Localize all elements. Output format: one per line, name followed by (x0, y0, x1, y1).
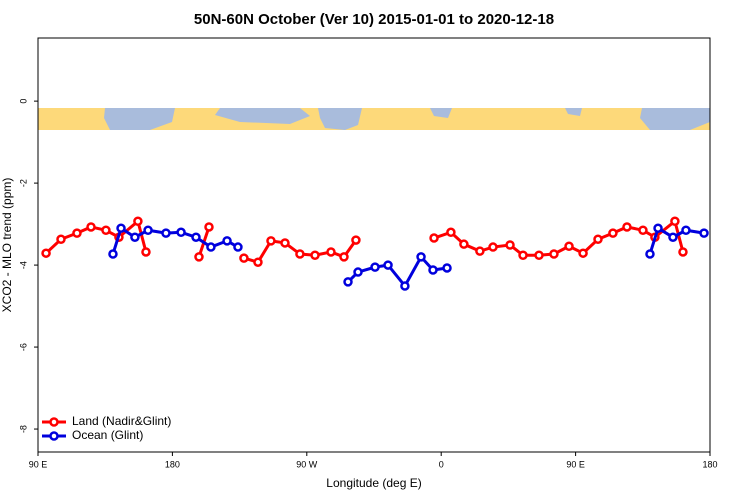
x-tick-label: 0 (439, 459, 444, 469)
data-point (130, 232, 140, 242)
data-point (564, 241, 574, 251)
data-point (429, 233, 439, 243)
data-point (653, 223, 663, 233)
data-point (668, 232, 678, 242)
data-point (353, 267, 363, 277)
data-point (56, 234, 66, 245)
x-tick-label: 180 (165, 459, 180, 469)
x-tick-label: 180 (702, 459, 717, 469)
data-point (239, 253, 249, 263)
data-point (578, 248, 588, 258)
data-point (505, 240, 515, 250)
x-tick-label: 90 W (296, 459, 318, 469)
data-point (41, 248, 51, 258)
data-point (206, 242, 216, 252)
data-point (101, 225, 111, 235)
x-tick-label: 90 E (29, 459, 48, 469)
data-point (446, 227, 456, 238)
data-point (442, 263, 452, 273)
data-point (459, 239, 469, 249)
data-point (670, 216, 680, 226)
data-point (143, 225, 153, 235)
data-point (339, 252, 349, 262)
y-tick-label: -8 (18, 425, 28, 433)
data-point (383, 260, 393, 270)
y-tick-label: 0 (18, 99, 28, 104)
data-point (400, 281, 410, 291)
data-point (681, 225, 691, 235)
data-point (638, 225, 648, 235)
legend-marker (49, 417, 59, 427)
legend-text: Ocean (Glint) (72, 428, 143, 442)
data-point (253, 257, 263, 267)
series-line (45, 218, 685, 264)
data-point (608, 228, 618, 238)
data-point (518, 250, 528, 260)
data-point (204, 222, 214, 232)
data-point (678, 247, 688, 257)
x-axis-label: Longitude (deg E) (326, 476, 421, 490)
data-point (428, 265, 438, 275)
chart-title: 50N-60N October (Ver 10) 2015-01-01 to 2… (194, 11, 554, 28)
data-point (622, 222, 632, 232)
data-point (194, 252, 204, 262)
data-point (343, 277, 353, 287)
data-point (116, 223, 126, 233)
data-point (645, 249, 655, 259)
data-point (326, 247, 336, 257)
data-point (295, 249, 305, 259)
data-point (233, 242, 243, 252)
x-tick-label: 90 E (566, 459, 585, 469)
data-point (191, 232, 201, 242)
plot-frame (37, 37, 711, 453)
data-point (222, 236, 232, 246)
data-point (488, 242, 498, 252)
data-point (351, 235, 361, 245)
data-point (475, 246, 485, 256)
data-point (176, 227, 186, 238)
map-strip (38, 108, 710, 130)
data-point (593, 234, 603, 245)
data-point (699, 228, 709, 238)
legend-marker (49, 431, 59, 441)
data-point (141, 247, 151, 257)
data-point (310, 250, 320, 260)
data-point (108, 249, 118, 259)
data-point (370, 262, 380, 272)
y-tick-label: -4 (18, 261, 28, 269)
data-point (133, 216, 143, 226)
y-tick-label: -6 (18, 343, 28, 351)
data-point (86, 222, 96, 232)
legend-text: Land (Nadir&Glint) (72, 414, 171, 428)
y-tick-label: -2 (18, 179, 28, 187)
data-point (280, 238, 290, 248)
y-axis-label: XCO2 - MLO trend (ppm) (0, 178, 14, 313)
data-point (549, 249, 559, 259)
data-point (161, 228, 171, 238)
data-point (266, 236, 276, 246)
data-point (534, 250, 544, 260)
data-point (416, 252, 426, 262)
data-point (72, 228, 82, 238)
